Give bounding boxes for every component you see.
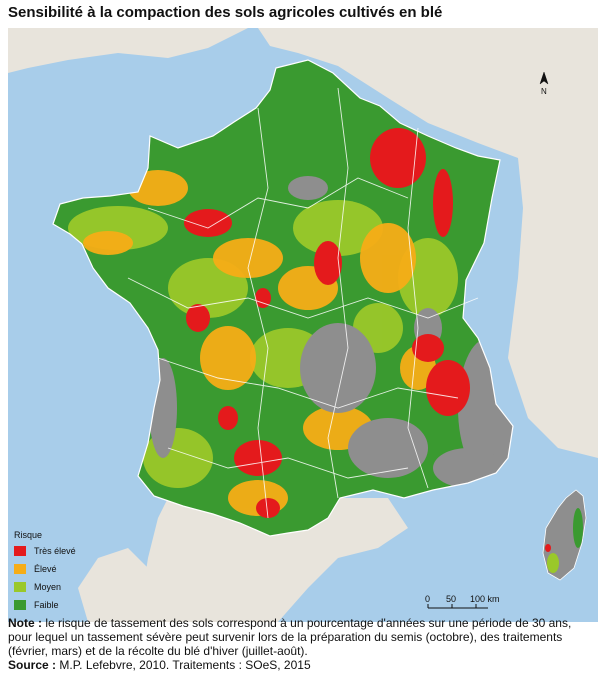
neighbor-countries [8,28,598,622]
legend-label-tres-eleve: Très élevé [34,546,76,556]
legend-title: Risque [14,530,42,540]
note-label: Note : [8,616,42,630]
legend-swatch-moyen [14,582,26,592]
source: Source : M.P. Lefebvre, 2010. Traitement… [8,658,594,672]
scale-label-0: 0 [425,594,430,604]
scale-label-100: 100 km [470,594,500,604]
region-borders [127,87,479,519]
map: N Risque Très élevé Élevé Moyen Faible 0… [8,28,598,622]
note: Note : le risque de tassement des sols c… [8,616,594,658]
legend-label-eleve: Élevé [34,564,57,574]
legend-label-faible: Faible [34,600,59,610]
map-title: Sensibilité à la compaction des sols agr… [8,4,443,21]
scale-bar: 0 50 100 km [425,594,500,609]
legend-swatch-tres-eleve [14,546,26,556]
note-text: le risque de tassement des sols correspo… [8,616,572,658]
legend-label-moyen: Moyen [34,582,61,592]
corsica [542,489,587,581]
france-territory [52,59,514,537]
notes: Note : le risque de tassement des sols c… [8,616,594,672]
legend-swatch-faible [14,600,26,610]
legend-item-faible: Faible [14,600,59,610]
legend-swatch-eleve [14,564,26,574]
scale-label-50: 50 [446,594,456,604]
legend: Risque Très élevé Élevé Moyen Faible [14,530,76,610]
legend-item-tres-eleve: Très élevé [14,546,76,556]
north-arrow-label: N [541,87,547,96]
legend-item-moyen: Moyen [14,582,61,592]
source-text: M.P. Lefebvre, 2010. Traitements : SOeS,… [59,658,311,672]
north-arrow-icon: N [539,71,549,96]
legend-item-eleve: Élevé [14,564,57,574]
source-label: Source : [8,658,57,672]
